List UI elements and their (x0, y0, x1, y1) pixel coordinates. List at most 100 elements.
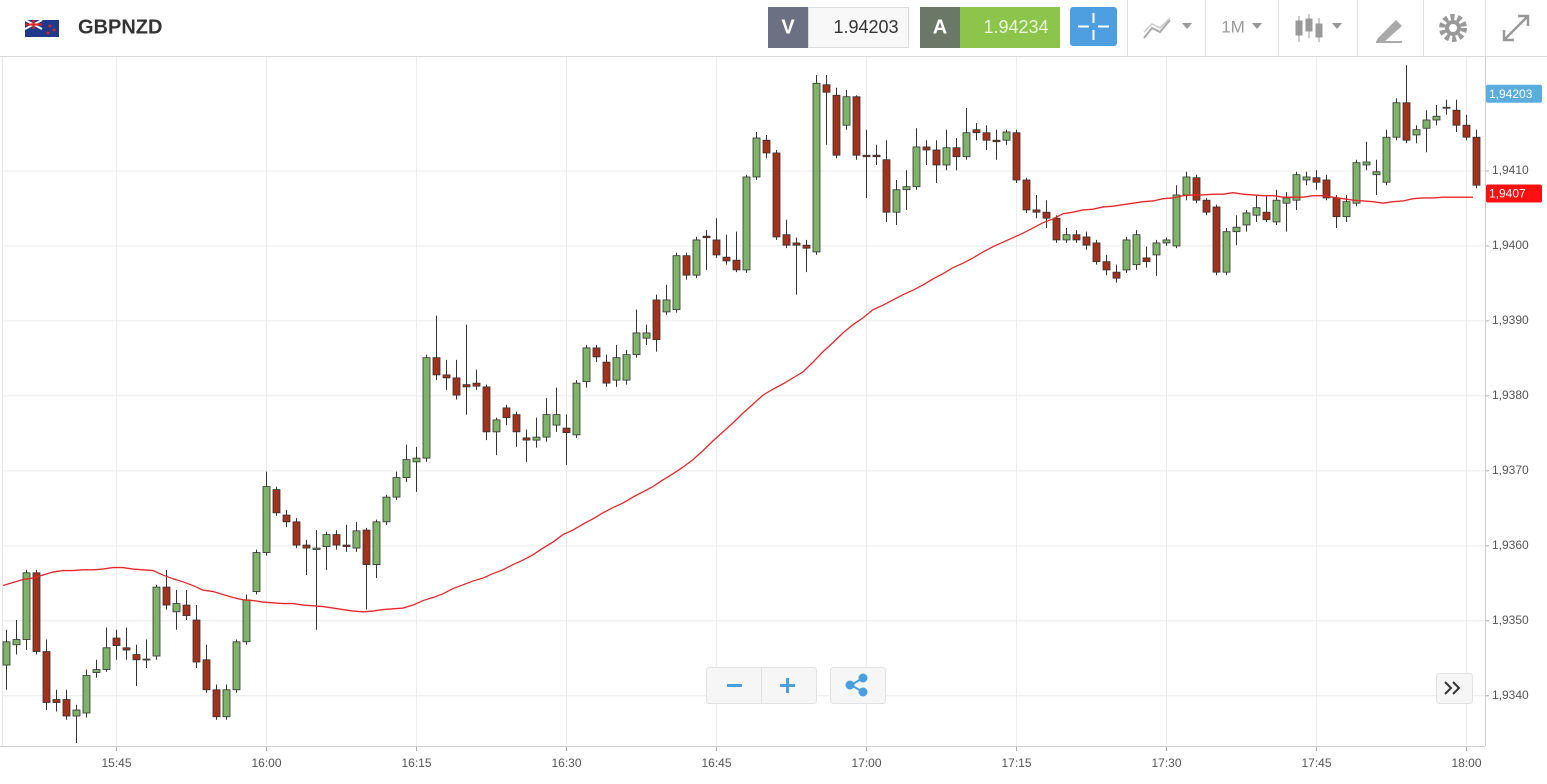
y-tick-label: 1,9340 (1492, 688, 1529, 702)
candle-body (62, 699, 71, 717)
y-tick-label: 1,9380 (1492, 388, 1529, 402)
candle-body (612, 357, 621, 381)
candle-body (12, 639, 21, 646)
candle-body (712, 239, 721, 256)
indicator-button[interactable] (1143, 17, 1192, 39)
candle-body (122, 647, 131, 651)
candle-body (82, 675, 91, 714)
y-tick-label: 1,9370 (1492, 463, 1529, 477)
candle-body (962, 132, 971, 158)
x-tick-label: 17:45 (1301, 756, 1331, 770)
zoom-in[interactable] (780, 678, 795, 693)
candle-body (512, 414, 521, 433)
candle-body (1122, 239, 1131, 271)
candle-body (1402, 102, 1411, 141)
candle-body (832, 94, 841, 156)
candle-body (972, 129, 981, 134)
candle-body (112, 637, 121, 646)
candle-body (1002, 131, 1011, 141)
candle-body (1042, 211, 1051, 219)
candle-body (522, 437, 531, 441)
candle-body (1232, 226, 1241, 233)
candle-body (1312, 177, 1321, 183)
bid-button[interactable] (768, 7, 808, 48)
candle-body (1172, 194, 1181, 247)
candle-body (1192, 177, 1201, 201)
candle-body (942, 147, 951, 166)
candle-body (1062, 234, 1071, 241)
candle-body (1262, 211, 1271, 221)
crosshair-button[interactable] (1070, 7, 1117, 46)
candle-body (922, 146, 931, 151)
candle-body (352, 530, 361, 549)
price-label-box (1486, 184, 1542, 203)
candle-body (502, 407, 511, 419)
candle-body (472, 382, 481, 387)
candle-body (552, 414, 561, 426)
candle-body (1202, 199, 1211, 213)
plot-area: 15:45 16:00 16:15 16:30 16:45 17:00 17:15 17:30… (0, 57, 1542, 770)
x-tick-label: 17:15 (1001, 756, 1031, 770)
candle-body (762, 139, 771, 154)
bid-label: V (781, 16, 795, 38)
candle-body (22, 572, 31, 640)
ask-button[interactable] (920, 7, 960, 48)
moving-average-line (2, 192, 1473, 613)
candle-body (1212, 206, 1221, 273)
candle-body (882, 159, 891, 213)
chart-type-button[interactable] (1295, 14, 1342, 42)
candle-body (132, 654, 141, 661)
candle-body (902, 186, 911, 191)
candle-body (212, 689, 221, 718)
candle-body (172, 603, 181, 613)
candle-body (362, 529, 371, 565)
y-tick-label: 1,9410 (1492, 163, 1529, 177)
candle-body (1132, 234, 1141, 266)
candle-body (272, 489, 281, 514)
candle-body (422, 357, 431, 459)
candle-body (742, 176, 751, 271)
y-tick-label: 1,9400 (1492, 238, 1529, 252)
candle-body (162, 586, 171, 606)
candle-body (452, 377, 461, 396)
scroll-end-icon (1444, 681, 1461, 695)
candle-body (602, 361, 611, 384)
drawing-tool-button[interactable] (1376, 20, 1402, 43)
candle-body (1012, 132, 1021, 181)
share-button[interactable] (830, 667, 886, 704)
candle-body (262, 486, 271, 553)
candle-body (152, 586, 161, 657)
candle-body (732, 259, 741, 271)
candle-body (2, 641, 11, 666)
candle-body (412, 457, 421, 463)
candle-body (912, 146, 921, 188)
candle-body (302, 544, 311, 549)
candle-body (772, 152, 781, 238)
candle-body (1442, 106, 1451, 109)
candle-body (752, 137, 761, 178)
candle-body (1462, 124, 1471, 138)
candle-body (102, 647, 111, 670)
settings-button[interactable] (1439, 14, 1467, 42)
candle-body (142, 658, 151, 661)
candle-body (822, 84, 831, 93)
candle-body (1422, 119, 1431, 129)
timeframe[interactable]: 1M (1221, 17, 1245, 36)
candle-body (1432, 115, 1441, 121)
x-tick-label: 18:00 (1451, 756, 1481, 770)
candle-body (1342, 201, 1351, 218)
candle-body (872, 154, 881, 158)
candle-body (342, 544, 351, 547)
toolbar-separators (1127, 0, 1486, 56)
y-tick-label: 1,9390 (1492, 313, 1529, 327)
candle-body (202, 659, 211, 691)
scroll-end-button[interactable] (1436, 673, 1473, 704)
candle-body (402, 459, 411, 478)
candle-body (252, 552, 261, 592)
candle-body (1332, 197, 1341, 218)
candle-body (1152, 242, 1161, 256)
fullscreen-button[interactable] (1502, 14, 1530, 42)
ask-label: A (933, 16, 947, 38)
